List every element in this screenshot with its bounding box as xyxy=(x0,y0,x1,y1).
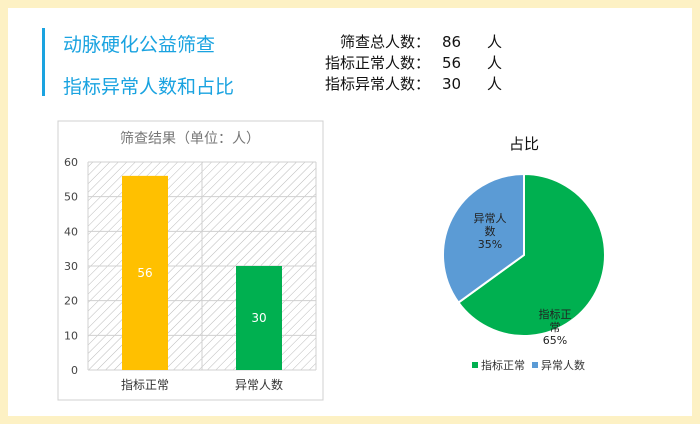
pie-chart-title: 占比 xyxy=(509,135,539,153)
pie-data-label: 常 xyxy=(550,321,561,334)
stat-total: 筛查总人数： 86 人 xyxy=(300,32,502,53)
stat-value: 86 xyxy=(442,33,462,51)
pie-slice-0 xyxy=(457,172,606,337)
pie-data-label: 35% xyxy=(478,238,502,251)
page-title: 动脉硬化公益筛查 xyxy=(63,34,216,56)
stats-panel: 筛查总人数： 86 人 指标正常人数： 56 人 指标异常人数： 30 人 xyxy=(300,32,502,95)
legend-swatch xyxy=(532,362,538,368)
y-tick-label: 50 xyxy=(64,191,78,204)
x-tick-label: 异常人数 xyxy=(235,377,283,392)
stat-unit: 人 xyxy=(487,75,503,93)
bar-1 xyxy=(236,266,282,370)
stat-unit: 人 xyxy=(487,33,503,51)
legend-swatch xyxy=(472,362,478,368)
stat-label: 筛查总人数： xyxy=(339,33,430,51)
page-subtitle: 指标异常人数和占比 xyxy=(63,76,235,98)
x-tick-label: 指标正常 xyxy=(121,377,169,392)
y-tick-label: 30 xyxy=(64,260,78,273)
stat-value: 30 xyxy=(442,75,462,93)
pie-slice-1 xyxy=(442,172,525,305)
legend-label: 异常人数 xyxy=(541,359,585,372)
bar-data-label: 56 xyxy=(137,266,152,280)
stat-abnormal: 指标异常人数： 30 人 xyxy=(300,74,502,95)
title-accent-bar xyxy=(42,28,45,96)
stat-label: 指标正常人数： xyxy=(324,54,430,72)
pie-data-label: 异常人 xyxy=(474,212,507,225)
stat-unit: 人 xyxy=(487,54,503,72)
stat-label: 指标异常人数： xyxy=(324,75,430,93)
y-tick-label: 10 xyxy=(64,329,78,342)
pie-data-label: 数 xyxy=(485,225,496,238)
legend-label: 指标正常 xyxy=(481,358,525,372)
y-tick-label: 0 xyxy=(71,364,78,377)
pie-data-label: 65% xyxy=(543,334,567,347)
y-tick-label: 60 xyxy=(64,156,78,169)
bar-chart-title: 筛查结果（单位：人） xyxy=(120,131,260,147)
bar-0 xyxy=(122,175,168,370)
stat-normal: 指标正常人数： 56 人 xyxy=(300,53,502,74)
y-tick-label: 20 xyxy=(64,295,78,308)
stat-value: 56 xyxy=(442,54,462,72)
pie-data-label: 指标正 xyxy=(539,307,572,321)
bar-data-label: 30 xyxy=(251,311,266,325)
y-tick-label: 40 xyxy=(64,225,78,238)
